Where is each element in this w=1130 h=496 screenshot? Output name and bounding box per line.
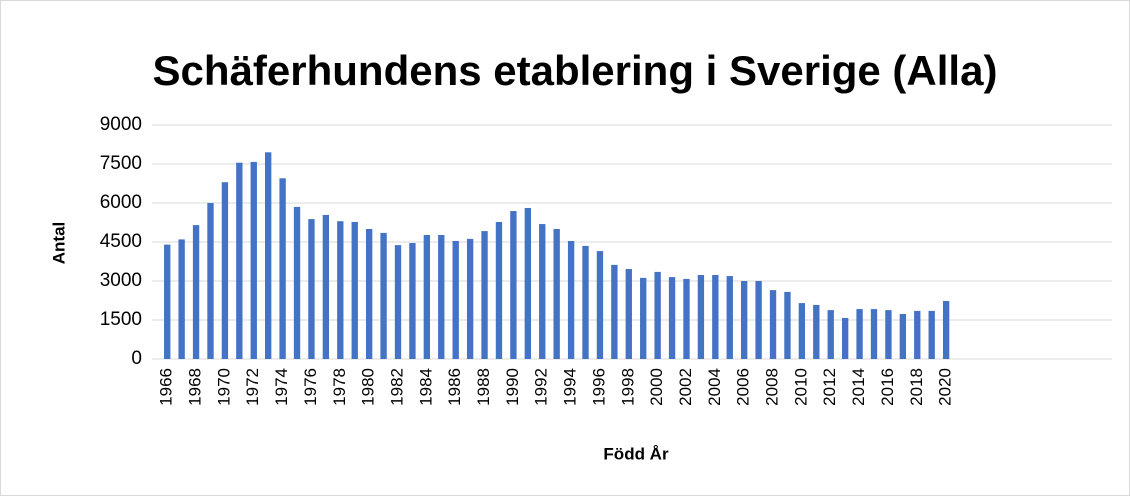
x-tick-label: 1976 <box>301 368 320 406</box>
bar <box>741 281 748 359</box>
bar <box>164 244 171 359</box>
x-tick-label: 2006 <box>734 368 753 406</box>
bar <box>755 281 762 359</box>
bar <box>250 161 257 359</box>
x-tick-label: 1990 <box>503 368 522 406</box>
bar <box>726 276 733 359</box>
x-axis-title: Född År <box>603 444 669 463</box>
x-tick-label: 1988 <box>474 368 493 406</box>
x-tick-label: 1978 <box>330 368 349 406</box>
bar <box>178 239 185 359</box>
bar <box>351 221 358 359</box>
bar <box>495 221 503 359</box>
y-tick-label: 6000 <box>100 192 142 213</box>
x-tick-label: 2016 <box>878 368 897 406</box>
bar <box>293 206 301 359</box>
x-tick-label: 1986 <box>445 368 464 406</box>
x-tick-label: 1974 <box>272 368 291 406</box>
bar <box>683 278 690 359</box>
x-tick-label: 2008 <box>763 368 782 406</box>
bar <box>510 211 517 359</box>
x-tick-label: 1984 <box>416 368 435 406</box>
bar <box>466 238 474 359</box>
bar <box>668 277 676 359</box>
x-tick-label: 1972 <box>243 368 262 406</box>
x-tick-label: 1970 <box>214 368 233 406</box>
x-tick-label: 2004 <box>705 368 724 406</box>
bar <box>827 310 834 359</box>
bar <box>279 178 286 359</box>
bar <box>394 245 402 359</box>
x-tick-label: 1980 <box>359 368 378 406</box>
bar <box>885 310 892 359</box>
bar <box>856 309 863 359</box>
x-tick-label: 1992 <box>532 368 551 406</box>
bar <box>784 291 791 359</box>
y-tick-label: 1500 <box>100 309 142 330</box>
x-tick-label: 1998 <box>618 368 637 406</box>
bar <box>611 264 618 359</box>
bar <box>942 301 950 359</box>
x-tick-label: 1996 <box>589 368 608 406</box>
bar <box>582 245 589 359</box>
x-tick-label: 2018 <box>907 368 926 406</box>
x-tick-label: 1994 <box>561 368 580 406</box>
bar <box>322 214 330 359</box>
bar <box>640 277 647 359</box>
bar <box>438 234 445 359</box>
bar <box>409 243 416 359</box>
bar <box>481 231 488 359</box>
bar <box>553 229 560 359</box>
bar <box>596 251 604 359</box>
y-tick-label: 3000 <box>100 270 142 291</box>
bar <box>192 225 200 359</box>
chart-title: Schäferhundens etablering i Sverige (All… <box>153 47 998 94</box>
bar <box>899 314 907 359</box>
x-tick-label: 2002 <box>676 368 695 406</box>
y-axis-title: Antal <box>49 222 68 265</box>
bar <box>452 240 459 359</box>
bar <box>524 207 531 359</box>
bar <box>769 290 777 359</box>
bar <box>337 221 344 359</box>
bar <box>798 303 806 359</box>
bar <box>654 271 661 359</box>
bar <box>221 182 229 359</box>
bar <box>914 310 921 359</box>
bar <box>625 269 632 359</box>
x-tick-label: 2014 <box>849 368 868 406</box>
bar <box>207 203 214 359</box>
bar <box>928 310 935 359</box>
x-tick-label: 1966 <box>157 368 176 406</box>
bar <box>567 240 575 359</box>
x-tick-label: 2000 <box>647 368 666 406</box>
x-tick-label: 2020 <box>936 368 955 406</box>
bar <box>380 232 387 359</box>
bar <box>423 234 431 359</box>
y-tick-label: 4500 <box>100 231 142 252</box>
y-tick-label: 0 <box>131 348 142 369</box>
bar <box>365 229 373 359</box>
bar <box>841 317 849 359</box>
bar <box>813 304 820 359</box>
y-tick-label: 9000 <box>100 114 142 135</box>
x-tick-label: 1982 <box>387 368 406 406</box>
bar <box>712 275 719 359</box>
x-tick-label: 2012 <box>820 368 839 406</box>
bar <box>539 224 546 359</box>
bar <box>697 275 705 359</box>
bar <box>236 162 243 359</box>
x-tick-label: 1968 <box>186 368 205 406</box>
bar <box>870 309 878 359</box>
bar <box>308 219 315 359</box>
bar <box>265 152 272 359</box>
y-tick-label: 7500 <box>100 153 142 174</box>
x-tick-label: 2010 <box>791 368 810 406</box>
